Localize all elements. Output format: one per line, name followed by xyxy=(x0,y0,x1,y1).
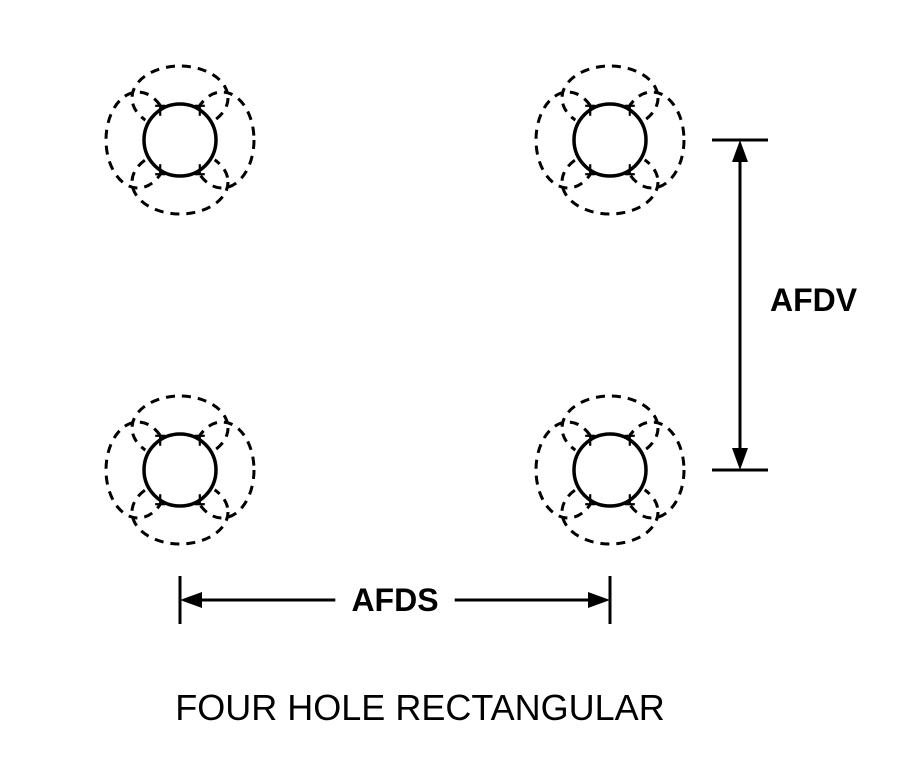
dim-vertical-label: AFDV xyxy=(770,282,858,318)
dim-horizontal-label: AFDS xyxy=(351,582,438,618)
diagram-title: FOUR HOLE RECTANGULAR xyxy=(175,687,664,728)
